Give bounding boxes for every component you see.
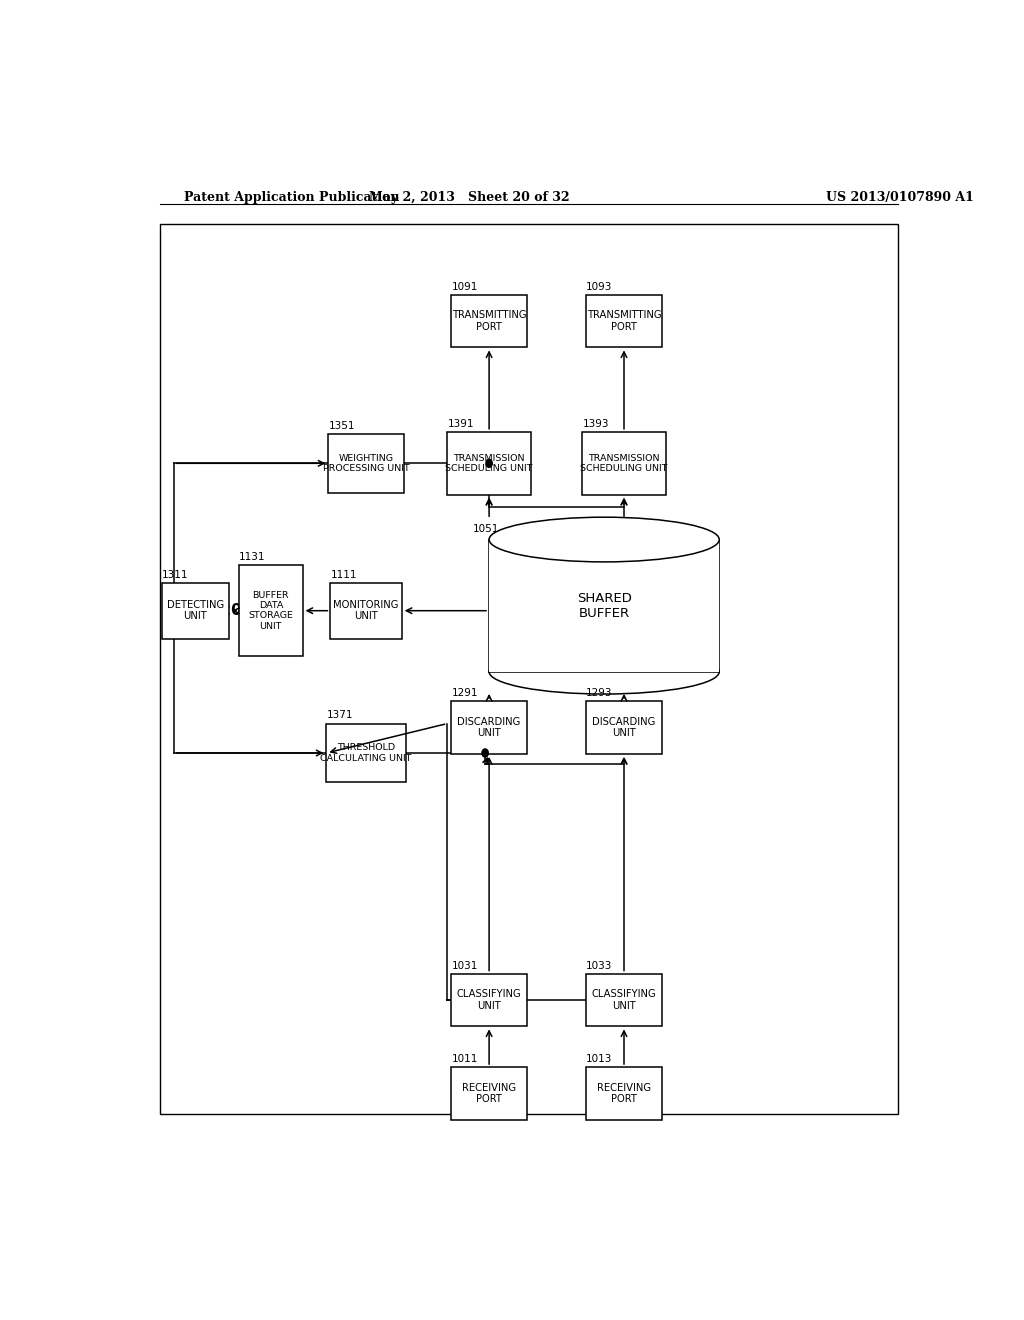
Circle shape: [482, 748, 488, 758]
Bar: [587, 294, 662, 347]
Text: BUFFER
DATA
STORAGE
UNIT: BUFFER DATA STORAGE UNIT: [249, 590, 293, 631]
Text: 1111: 1111: [331, 570, 357, 579]
Text: FIG. 20: FIG. 20: [181, 603, 242, 618]
Bar: [160, 224, 898, 1114]
Bar: [587, 1067, 662, 1119]
Text: 1131: 1131: [239, 552, 265, 562]
Bar: [452, 294, 526, 347]
Bar: [452, 1067, 526, 1119]
Text: TRANSMITTING
PORT: TRANSMITTING PORT: [587, 310, 662, 331]
Text: RECEIVING
PORT: RECEIVING PORT: [462, 1082, 516, 1105]
Text: May 2, 2013   Sheet 20 of 32: May 2, 2013 Sheet 20 of 32: [369, 191, 569, 203]
Text: 1393: 1393: [583, 418, 609, 429]
Text: 1093: 1093: [587, 281, 612, 292]
Text: 1391: 1391: [447, 418, 474, 429]
Text: Patent Application Publication: Patent Application Publication: [183, 191, 399, 203]
Text: TRANSMISSION
SCHEDULING UNIT: TRANSMISSION SCHEDULING UNIT: [445, 454, 532, 473]
Bar: [452, 701, 526, 754]
Text: 1011: 1011: [452, 1053, 478, 1064]
Bar: [329, 434, 403, 492]
Text: 1091: 1091: [452, 281, 478, 292]
Bar: [587, 974, 662, 1027]
Text: THRESHOLD
CALCULATING UNIT: THRESHOLD CALCULATING UNIT: [321, 743, 412, 763]
Text: RECEIVING
PORT: RECEIVING PORT: [597, 1082, 651, 1105]
Text: 1371: 1371: [327, 710, 353, 721]
Text: MONITORING
UNIT: MONITORING UNIT: [334, 599, 398, 622]
Text: 1291: 1291: [452, 688, 478, 698]
Text: SHARED
BUFFER: SHARED BUFFER: [577, 591, 632, 619]
Ellipse shape: [489, 517, 719, 562]
Text: DISCARDING
UNIT: DISCARDING UNIT: [458, 717, 521, 738]
Bar: [583, 432, 666, 495]
Text: TRANSMITTING
PORT: TRANSMITTING PORT: [452, 310, 526, 331]
Text: WEIGHTING
PROCESSING UNIT: WEIGHTING PROCESSING UNIT: [323, 454, 410, 473]
Bar: [239, 565, 303, 656]
Text: CLASSIFYING
UNIT: CLASSIFYING UNIT: [457, 989, 521, 1011]
Text: 1033: 1033: [587, 961, 612, 970]
Text: CLASSIFYING
UNIT: CLASSIFYING UNIT: [592, 989, 656, 1011]
Ellipse shape: [489, 649, 719, 694]
Text: 1351: 1351: [329, 421, 355, 430]
Text: 1311: 1311: [162, 570, 188, 579]
Bar: [162, 582, 229, 639]
Bar: [452, 974, 526, 1027]
Bar: [327, 723, 406, 783]
Text: US 2013/0107890 A1: US 2013/0107890 A1: [826, 191, 974, 203]
Text: DETECTING
UNIT: DETECTING UNIT: [167, 599, 224, 622]
Bar: [587, 701, 662, 754]
Bar: [489, 540, 719, 672]
Text: DISCARDING
UNIT: DISCARDING UNIT: [592, 717, 655, 738]
Text: 1013: 1013: [587, 1053, 612, 1064]
Text: TRANSMISSION
SCHEDULING UNIT: TRANSMISSION SCHEDULING UNIT: [581, 454, 668, 473]
Circle shape: [486, 459, 493, 467]
Bar: [489, 649, 719, 672]
Text: 1293: 1293: [587, 688, 612, 698]
Text: 1051: 1051: [473, 524, 500, 535]
Text: 1031: 1031: [452, 961, 478, 970]
Bar: [331, 582, 401, 639]
Bar: [447, 432, 530, 495]
